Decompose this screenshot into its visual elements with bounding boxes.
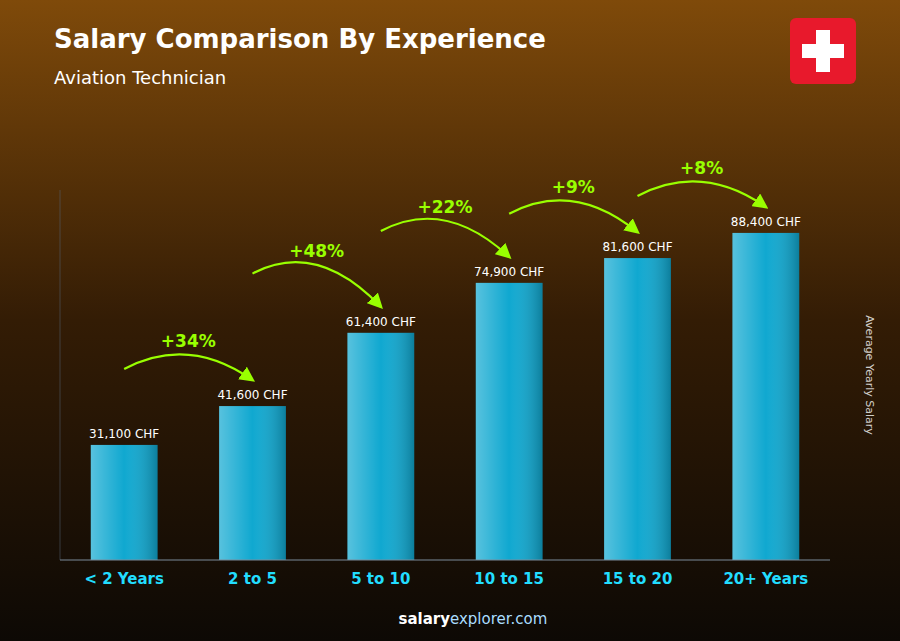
bar bbox=[732, 233, 799, 560]
bar-shade bbox=[604, 258, 671, 560]
bar bbox=[476, 283, 543, 560]
bar bbox=[219, 406, 286, 560]
bar bbox=[347, 333, 414, 560]
x-tick-label: < 2 Years bbox=[84, 570, 164, 588]
footer: explorer.com bbox=[450, 610, 547, 628]
change-arrow bbox=[509, 200, 637, 232]
x-tick-label: 2 to 5 bbox=[228, 570, 277, 588]
data-label: 31,100 CHF bbox=[89, 427, 159, 441]
bar bbox=[91, 445, 158, 560]
change-arrow bbox=[381, 219, 509, 257]
flag bbox=[790, 18, 856, 84]
bars bbox=[91, 233, 799, 560]
annotation: +34% bbox=[161, 331, 216, 351]
title: Salary Comparison By Experience bbox=[54, 24, 546, 54]
y-axis-line bbox=[60, 190, 61, 560]
annotation: +48% bbox=[289, 241, 344, 261]
data-label: 61,400 CHF bbox=[346, 315, 416, 329]
x-tick-label: 10 to 15 bbox=[474, 570, 544, 588]
bar-shade bbox=[219, 406, 286, 560]
chart: Salary Comparison By Experience Aviation … bbox=[0, 0, 900, 641]
x-tick-label: 5 to 10 bbox=[351, 570, 410, 588]
annotation: +8% bbox=[680, 158, 723, 178]
data-label: 88,400 CHF bbox=[731, 215, 801, 229]
bar-shade bbox=[91, 445, 158, 560]
x-tick-label: 15 to 20 bbox=[603, 570, 673, 588]
change-arrow bbox=[638, 181, 766, 207]
change-arrow bbox=[253, 262, 381, 307]
y-label: Average Yearly Salary bbox=[863, 315, 876, 435]
data-label: 81,600 CHF bbox=[602, 240, 672, 254]
data-label: 74,900 CHF bbox=[474, 265, 544, 279]
data-label: 41,600 CHF bbox=[217, 388, 287, 402]
background bbox=[0, 0, 900, 641]
bar-shade bbox=[347, 333, 414, 560]
footer: salary bbox=[399, 610, 451, 628]
flag-cross bbox=[802, 44, 844, 58]
bar-shade bbox=[476, 283, 543, 560]
annotation: +9% bbox=[552, 177, 595, 197]
subtitle: Aviation Technician bbox=[54, 67, 226, 88]
annotation: +22% bbox=[418, 197, 473, 217]
bar-shade bbox=[732, 233, 799, 560]
x-tick-label: 20+ Years bbox=[723, 570, 808, 588]
bar bbox=[604, 258, 671, 560]
change-arrow bbox=[124, 354, 252, 380]
flag-field bbox=[790, 18, 856, 84]
x-axis-line bbox=[60, 560, 830, 561]
